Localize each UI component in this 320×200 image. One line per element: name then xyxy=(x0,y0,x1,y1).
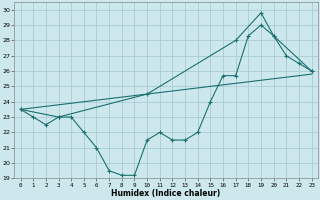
X-axis label: Humidex (Indice chaleur): Humidex (Indice chaleur) xyxy=(111,189,221,198)
